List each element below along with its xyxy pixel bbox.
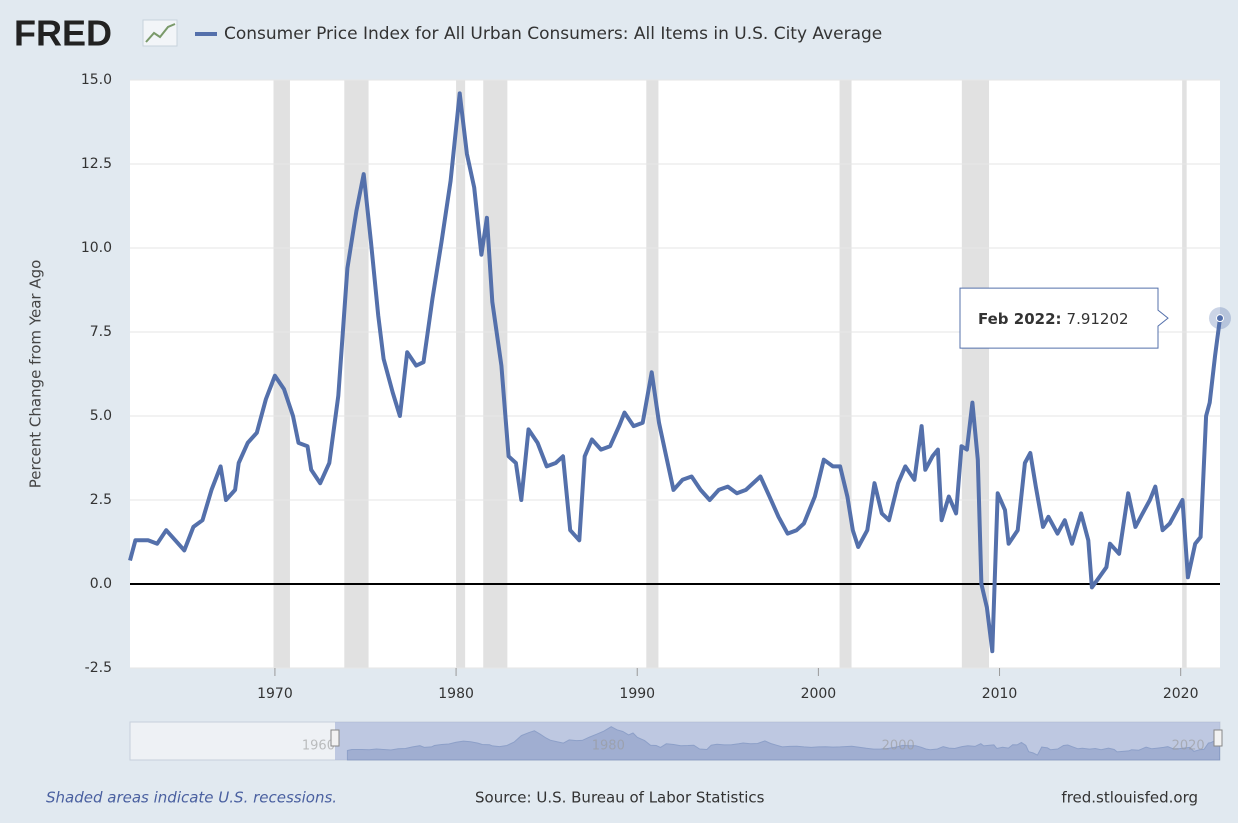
y-tick-label: 2.5 [90,492,112,508]
navigator-selection [335,722,1220,760]
logo: FRED [14,13,112,54]
x-tick-label: 2000 [801,686,837,702]
recession-band [839,80,852,668]
tooltip-label: Feb 2022: [978,310,1062,328]
navigator-handle [330,729,340,747]
tooltip-text: Feb 2022: 7.91202 [978,310,1129,328]
navigator-tick-label: 1980 [592,739,625,754]
y-tick-label: 15.0 [81,72,112,88]
navigator-tick-label: 1960 [302,739,335,754]
navigator-tick-label: 2000 [882,739,915,754]
y-tick-label: 5.0 [90,408,112,424]
x-tick-label: 2010 [982,686,1018,702]
navigator-tick-label: 2020 [1172,739,1205,754]
y-tick-label: 0.0 [90,576,112,592]
recession-band [456,80,466,668]
tooltip-value: 7.91202 [1067,310,1129,328]
y-tick-label: -2.5 [85,660,112,676]
site: fred.stlouisfed.org [1061,789,1198,807]
tooltip-box [959,287,1169,349]
recession-band [344,80,369,668]
y-tick-label: 10.0 [81,240,112,256]
y-tick-label: 12.5 [81,156,112,172]
plot-area [130,80,1220,668]
logo-icon [142,19,178,47]
navigator-handle [1213,729,1223,747]
recession-band [273,80,290,668]
recession-note: Shaded areas indicate U.S. recessions. [46,789,337,807]
legend-title: Consumer Price Index for All Urban Consu… [224,24,882,44]
recession-band [1182,80,1187,668]
x-tick-label: 1990 [619,686,655,702]
x-tick-label: 2020 [1163,686,1199,702]
navigator-area [346,726,1221,761]
source: Source: U.S. Bureau of Labor Statistics [475,789,765,807]
y-tick-label: 7.5 [90,324,112,340]
y-axis-label: Percent Change from Year Ago [27,260,45,489]
hover-point [1216,314,1224,323]
recession-band [961,80,990,668]
series-line [128,91,1222,654]
x-tick-label: 1970 [257,686,293,702]
x-tick-label: 1980 [438,686,474,702]
